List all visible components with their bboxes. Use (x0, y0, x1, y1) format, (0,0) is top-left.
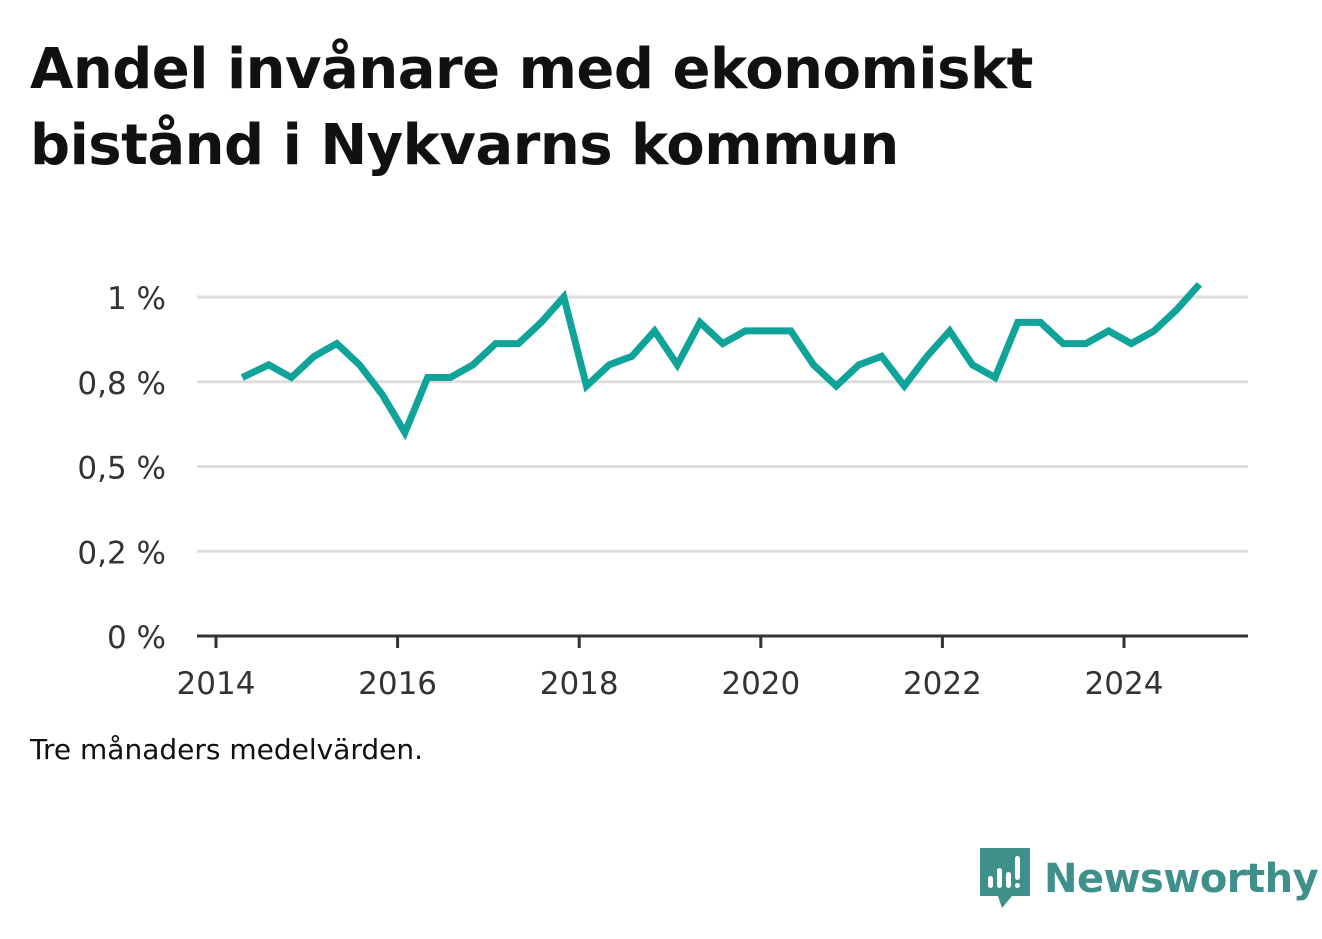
x-tick-label: 2016 (358, 666, 437, 702)
brand-name: Newsworthy (1044, 856, 1319, 902)
x-axis: 2014 2016 2018 2020 2022 2024 (177, 634, 1248, 702)
chart-note: Tre månaders medelvärden. (30, 733, 424, 766)
brand-logo[interactable]: Newsworthy (980, 846, 1319, 912)
y-tick-label: 0,2 % (77, 535, 166, 571)
y-axis-labels: 0 % 0,2 % 0,5 % 0,8 % 1 % (77, 281, 166, 656)
y-tick-label: 0,5 % (77, 451, 166, 487)
y-tick-label: 0 % (107, 620, 166, 656)
grid-lines (197, 295, 1248, 553)
x-tick-label: 2020 (721, 666, 800, 702)
y-tick-label: 1 % (107, 281, 166, 317)
series-layer (240, 281, 1203, 441)
x-tick-label: 2014 (177, 666, 256, 702)
x-tick-label: 2022 (903, 666, 982, 702)
y-tick-label: 0,8 % (77, 366, 166, 402)
x-tick-label: 2018 (540, 666, 619, 702)
series-line (240, 281, 1203, 441)
x-tick-label: 2024 (1085, 666, 1164, 702)
bar-chart-speech-bubble-icon (980, 848, 1030, 908)
chart-title: Andel invånare med ekonomiskt bistånd i … (30, 37, 1033, 178)
line-chart: 2014 2016 2018 2020 2022 2024 0 % 0,2 % 0,5 % 0,… (77, 281, 1248, 702)
